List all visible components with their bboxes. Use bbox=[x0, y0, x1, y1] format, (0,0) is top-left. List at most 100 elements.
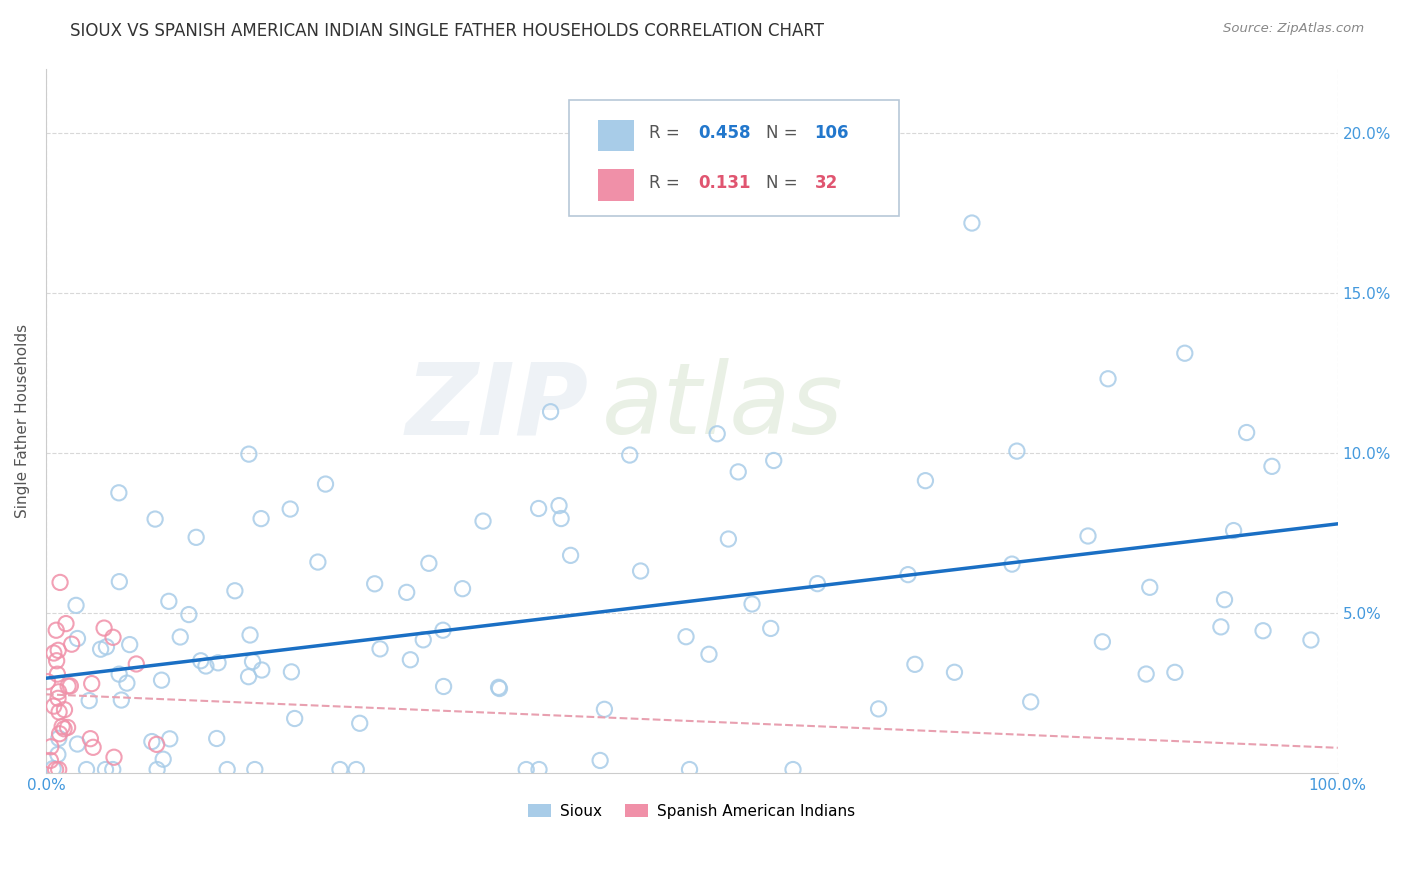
Point bbox=[49, 575, 72, 590]
Text: 0.131: 0.131 bbox=[699, 174, 751, 192]
Point bbox=[46, 747, 69, 762]
Text: R =: R = bbox=[650, 174, 690, 192]
Y-axis label: Single Father Households: Single Father Households bbox=[15, 324, 30, 517]
Point bbox=[77, 693, 100, 707]
Point bbox=[79, 731, 101, 746]
Point bbox=[329, 763, 352, 777]
Point bbox=[368, 641, 391, 656]
Point bbox=[76, 763, 98, 777]
Point bbox=[125, 657, 148, 671]
Point bbox=[152, 752, 174, 766]
Point bbox=[60, 637, 83, 651]
Point bbox=[96, 640, 118, 654]
Point bbox=[284, 711, 307, 725]
Point bbox=[45, 763, 67, 777]
Point bbox=[48, 727, 70, 741]
Point bbox=[1299, 633, 1322, 648]
Point bbox=[65, 599, 87, 613]
Point bbox=[960, 216, 983, 230]
Point bbox=[527, 501, 550, 516]
Point bbox=[53, 703, 76, 717]
Point bbox=[169, 630, 191, 644]
Point bbox=[48, 685, 70, 699]
Point bbox=[242, 655, 264, 669]
Point bbox=[177, 607, 200, 622]
Point bbox=[1077, 529, 1099, 543]
Point bbox=[363, 576, 385, 591]
Point bbox=[101, 630, 124, 644]
Text: atlas: atlas bbox=[602, 358, 844, 455]
Point bbox=[759, 622, 782, 636]
Point bbox=[1222, 524, 1244, 538]
Point bbox=[243, 763, 266, 777]
Point bbox=[540, 405, 562, 419]
Point bbox=[217, 763, 239, 777]
Point bbox=[190, 654, 212, 668]
Text: N =: N = bbox=[765, 174, 807, 192]
Point bbox=[315, 477, 337, 491]
Point bbox=[37, 674, 59, 689]
Point bbox=[550, 511, 572, 525]
Point bbox=[1019, 695, 1042, 709]
Point bbox=[278, 502, 301, 516]
Text: R =: R = bbox=[650, 124, 685, 143]
Point bbox=[472, 514, 495, 528]
Point bbox=[55, 616, 77, 631]
Point bbox=[94, 763, 117, 777]
Point bbox=[515, 763, 537, 777]
Point bbox=[1164, 665, 1187, 680]
Point bbox=[1001, 557, 1024, 571]
Text: ZIP: ZIP bbox=[405, 358, 589, 455]
Point bbox=[1091, 635, 1114, 649]
Point bbox=[66, 737, 89, 751]
Point bbox=[90, 642, 112, 657]
Point bbox=[59, 679, 82, 693]
Point bbox=[307, 555, 329, 569]
Point bbox=[418, 557, 440, 571]
Point bbox=[46, 667, 69, 681]
Point bbox=[186, 530, 208, 544]
Point bbox=[1135, 667, 1157, 681]
Point bbox=[118, 638, 141, 652]
Point bbox=[488, 681, 510, 696]
FancyBboxPatch shape bbox=[598, 120, 634, 152]
Point bbox=[56, 679, 79, 693]
Point bbox=[1139, 580, 1161, 594]
Point bbox=[527, 763, 550, 777]
Point bbox=[897, 567, 920, 582]
Point bbox=[904, 657, 927, 672]
Point bbox=[548, 499, 571, 513]
Point bbox=[238, 447, 260, 461]
Point bbox=[1005, 444, 1028, 458]
Point bbox=[451, 582, 474, 596]
Point bbox=[349, 716, 371, 731]
Point bbox=[150, 673, 173, 688]
Point bbox=[45, 654, 67, 668]
Point bbox=[141, 734, 163, 748]
Point bbox=[56, 721, 79, 735]
Point bbox=[706, 426, 728, 441]
Point bbox=[250, 663, 273, 677]
Point bbox=[630, 564, 652, 578]
Text: 0.458: 0.458 bbox=[699, 124, 751, 143]
Point bbox=[46, 643, 69, 657]
Point bbox=[1213, 592, 1236, 607]
Point bbox=[914, 474, 936, 488]
Point bbox=[51, 720, 73, 734]
Point bbox=[741, 597, 763, 611]
Point bbox=[207, 656, 229, 670]
Point bbox=[344, 763, 367, 777]
Point bbox=[675, 630, 697, 644]
Text: 32: 32 bbox=[814, 174, 838, 192]
Text: Source: ZipAtlas.com: Source: ZipAtlas.com bbox=[1223, 22, 1364, 36]
Point bbox=[93, 621, 115, 635]
Point bbox=[280, 665, 302, 679]
Point bbox=[806, 576, 828, 591]
Point bbox=[46, 691, 69, 706]
Point bbox=[82, 740, 104, 755]
Point bbox=[943, 665, 966, 680]
Point bbox=[678, 763, 700, 777]
Point bbox=[115, 676, 138, 690]
Point bbox=[45, 624, 67, 638]
Point bbox=[146, 763, 169, 777]
